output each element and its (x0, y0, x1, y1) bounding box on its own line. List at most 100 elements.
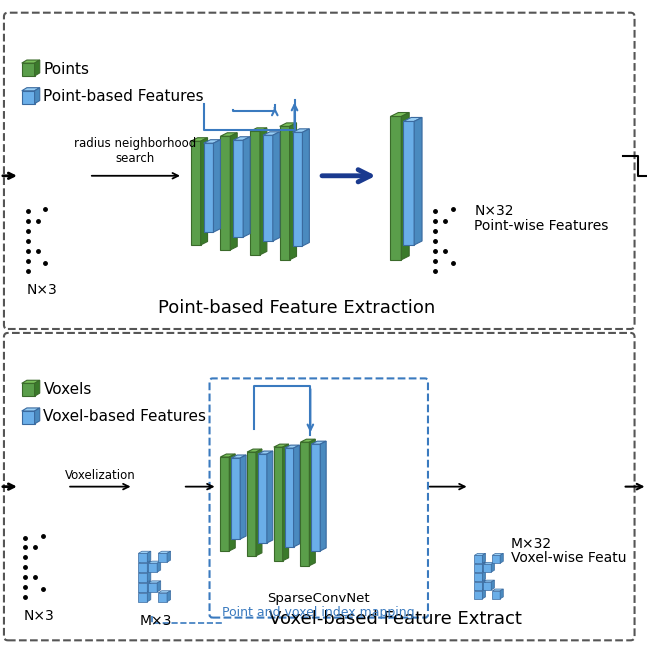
Text: N×3: N×3 (26, 282, 57, 297)
Polygon shape (260, 128, 267, 255)
Polygon shape (482, 571, 485, 581)
Polygon shape (283, 444, 289, 561)
Polygon shape (274, 444, 289, 447)
Polygon shape (148, 581, 160, 583)
Polygon shape (147, 581, 151, 592)
Polygon shape (138, 552, 151, 553)
Text: Voxel-wise Featu: Voxel-wise Featu (511, 552, 626, 565)
Polygon shape (138, 583, 147, 592)
Polygon shape (158, 552, 170, 553)
Polygon shape (240, 455, 246, 539)
Polygon shape (148, 583, 157, 592)
Polygon shape (403, 117, 422, 121)
Polygon shape (474, 555, 482, 563)
FancyBboxPatch shape (4, 12, 635, 329)
Polygon shape (22, 411, 35, 424)
Polygon shape (35, 381, 40, 396)
Polygon shape (138, 581, 151, 583)
Text: Voxelization: Voxelization (64, 469, 135, 481)
Polygon shape (474, 580, 485, 582)
Polygon shape (247, 449, 262, 452)
Text: Point and voxel index mapping: Point and voxel index mapping (223, 606, 415, 618)
Polygon shape (22, 88, 40, 91)
Text: Point-wise Features: Point-wise Features (474, 219, 608, 233)
Polygon shape (390, 113, 409, 117)
Polygon shape (474, 573, 482, 581)
Polygon shape (22, 408, 40, 411)
Text: SparseConvNet: SparseConvNet (267, 591, 370, 605)
Polygon shape (157, 561, 160, 572)
Polygon shape (402, 113, 409, 260)
Polygon shape (204, 140, 221, 143)
Polygon shape (500, 553, 503, 563)
Polygon shape (474, 582, 482, 590)
Text: Voxel-based Features: Voxel-based Features (43, 409, 206, 424)
Polygon shape (138, 573, 147, 582)
Polygon shape (138, 553, 147, 562)
Text: M×32: M×32 (511, 538, 552, 552)
Polygon shape (483, 563, 495, 564)
Polygon shape (158, 591, 170, 593)
Polygon shape (247, 452, 256, 556)
Polygon shape (147, 552, 151, 562)
Polygon shape (138, 571, 151, 573)
Polygon shape (483, 564, 491, 572)
Polygon shape (231, 133, 237, 250)
Polygon shape (267, 451, 272, 543)
Text: N×3: N×3 (23, 608, 54, 623)
Polygon shape (320, 441, 326, 551)
Polygon shape (293, 445, 299, 547)
Polygon shape (263, 132, 280, 136)
Polygon shape (191, 138, 208, 141)
Polygon shape (280, 126, 290, 260)
Polygon shape (492, 553, 503, 555)
Polygon shape (147, 571, 151, 582)
Text: Voxel-based Feature Extract: Voxel-based Feature Extract (269, 610, 522, 628)
Polygon shape (256, 449, 262, 556)
Polygon shape (280, 123, 297, 126)
Text: radius neighborhood
search: radius neighborhood search (74, 137, 196, 165)
Polygon shape (483, 582, 491, 590)
Polygon shape (35, 408, 40, 424)
Text: Voxels: Voxels (43, 382, 92, 397)
Text: Point-based Feature Extraction: Point-based Feature Extraction (158, 299, 435, 317)
Polygon shape (22, 383, 35, 396)
Polygon shape (147, 561, 151, 572)
Polygon shape (258, 454, 267, 543)
Text: M×3: M×3 (140, 614, 172, 627)
Polygon shape (229, 454, 235, 551)
Polygon shape (303, 129, 309, 246)
Polygon shape (233, 137, 250, 140)
Polygon shape (167, 591, 170, 602)
Polygon shape (221, 454, 235, 457)
Polygon shape (191, 141, 200, 245)
Polygon shape (414, 117, 422, 245)
Polygon shape (309, 440, 315, 566)
Polygon shape (311, 444, 320, 551)
Polygon shape (301, 440, 315, 442)
Polygon shape (250, 128, 267, 131)
Polygon shape (138, 593, 147, 602)
Polygon shape (491, 580, 495, 590)
Text: Point-based Features: Point-based Features (43, 89, 204, 104)
Polygon shape (301, 442, 309, 566)
Polygon shape (167, 552, 170, 562)
Polygon shape (35, 60, 40, 76)
Polygon shape (258, 451, 272, 454)
Polygon shape (231, 455, 246, 458)
Polygon shape (221, 133, 237, 136)
Polygon shape (138, 591, 151, 593)
Polygon shape (250, 131, 260, 255)
Polygon shape (311, 441, 326, 444)
Polygon shape (492, 589, 503, 591)
Polygon shape (263, 136, 272, 241)
Polygon shape (474, 553, 485, 555)
Polygon shape (274, 447, 283, 561)
Polygon shape (221, 457, 229, 551)
Text: Points: Points (43, 62, 90, 77)
Polygon shape (221, 136, 231, 250)
Polygon shape (474, 591, 482, 599)
Polygon shape (482, 580, 485, 590)
Polygon shape (138, 563, 147, 572)
Polygon shape (474, 564, 482, 572)
